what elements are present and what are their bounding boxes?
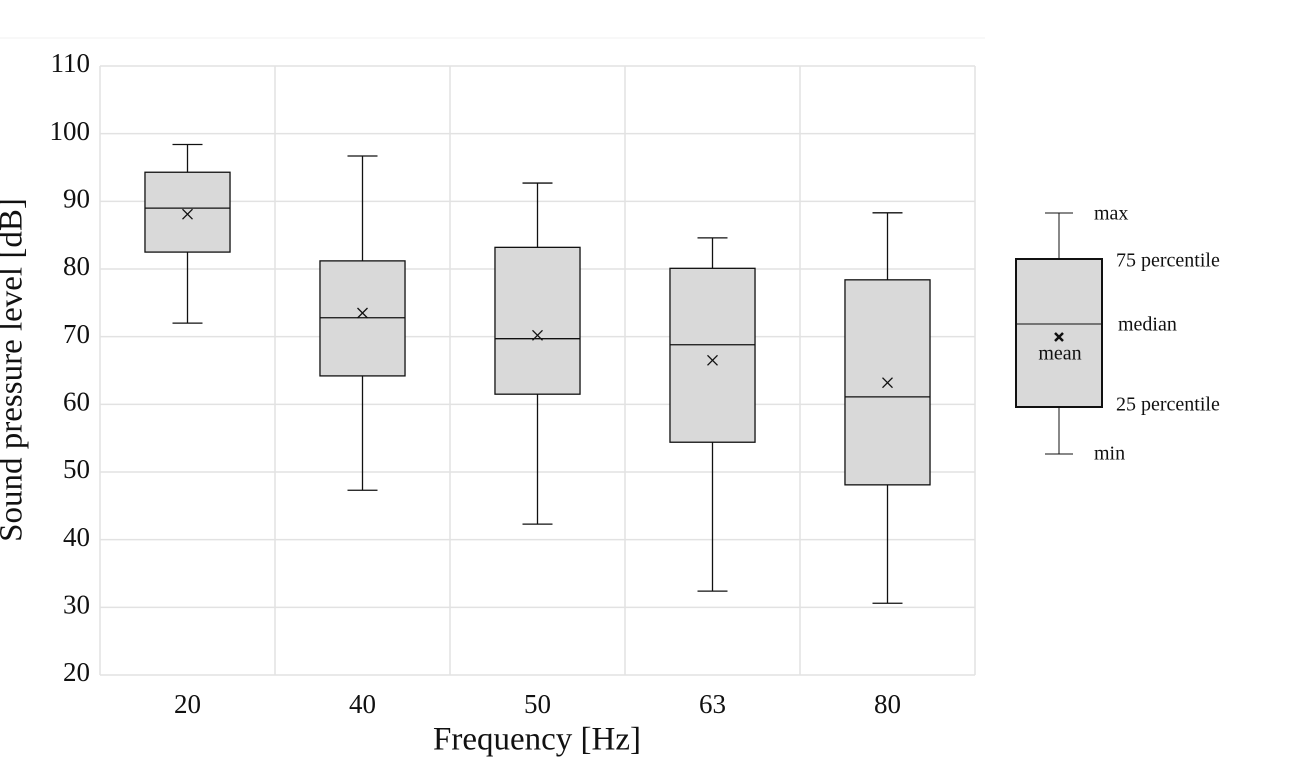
y-tick-label: 90 (63, 184, 90, 214)
x-tick-label: 40 (349, 689, 376, 719)
y-tick-label: 40 (63, 522, 90, 552)
mean-marker (532, 329, 543, 341)
legend-label: median (1118, 314, 1177, 336)
mean-marker (882, 377, 893, 389)
legend-label: mean (1038, 343, 1081, 365)
x-axis-title: Frequency [Hz] (433, 722, 641, 758)
x-tick-label: 80 (874, 689, 901, 719)
y-tick-label: 20 (63, 657, 90, 687)
y-tick-label: 80 (63, 251, 90, 281)
y-tick-label: 50 (63, 454, 90, 484)
y-tick-label: 100 (50, 116, 91, 146)
box (144, 171, 231, 253)
y-axis-title: Sound pressure level [dB] (0, 198, 30, 542)
legend-label: min (1094, 443, 1125, 465)
legend-label: max (1094, 203, 1128, 225)
y-tick-label: 60 (63, 387, 90, 417)
y-tick-label: 110 (51, 48, 91, 78)
y-tick-label: 70 (63, 319, 90, 349)
x-tick-label: 50 (524, 689, 551, 719)
legend-box (1015, 258, 1103, 408)
x-tick-label: 20 (174, 689, 201, 719)
mean-marker (707, 354, 718, 366)
mean-marker (357, 307, 368, 319)
legend-label: 75 percentile (1116, 250, 1220, 272)
legend-mean-marker (1054, 332, 1064, 342)
legend (1015, 212, 1103, 455)
box (319, 260, 406, 377)
y-tick-label: 30 (63, 590, 90, 620)
mean-marker (182, 208, 193, 220)
x-tick-label: 63 (699, 689, 726, 719)
box (669, 267, 756, 443)
box (494, 246, 581, 395)
legend-label: 25 percentile (1116, 394, 1220, 416)
